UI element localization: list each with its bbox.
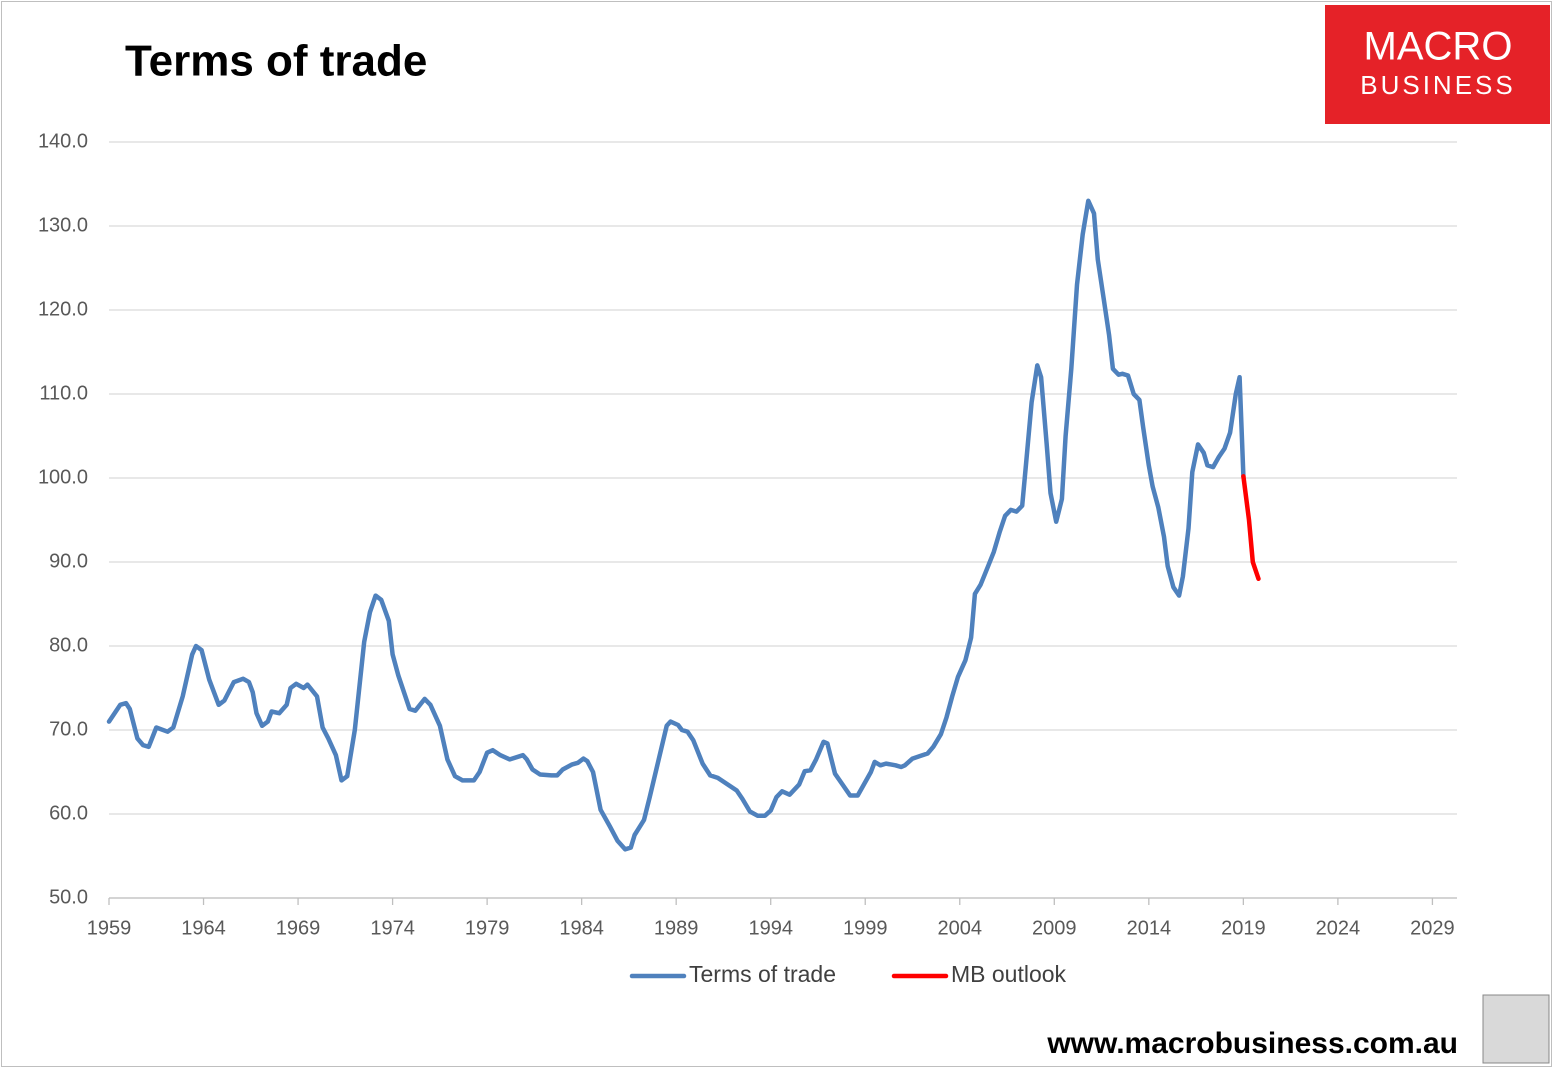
chart-title: Terms of trade	[125, 37, 427, 86]
logo-text: BUSINESS	[1360, 70, 1516, 100]
legend-label: Terms of trade	[689, 961, 836, 987]
x-tick-label: 1974	[370, 917, 415, 939]
x-tick-label: 2009	[1032, 917, 1077, 939]
plot: 50.0 60.0 70.0 80.0 90.0 100.0 110.0 120.0 130.0…	[38, 130, 1457, 987]
y-tick-label: 90.0	[49, 550, 88, 572]
logo-text: MACRO	[1364, 25, 1513, 69]
x-tick-label: 1984	[559, 917, 604, 939]
y-tick-label: 80.0	[49, 634, 88, 656]
y-tick-label: 120.0	[38, 298, 88, 320]
x-tick-label: 1959	[87, 917, 132, 939]
logo-box	[1325, 5, 1550, 124]
y-tick-label: 50.0	[49, 886, 88, 908]
y-tick-label: 130.0	[38, 214, 88, 236]
y-tick-label: 100.0	[38, 466, 88, 488]
x-tick-label: 1989	[654, 917, 699, 939]
y-tick-label: 110.0	[39, 382, 88, 404]
x-tick-label: 1969	[276, 917, 321, 939]
x-tick-label: 1994	[748, 917, 793, 939]
x-tick-label: 1999	[843, 917, 888, 939]
logo-icon	[1482, 994, 1550, 1064]
x-tick-label: 1964	[181, 917, 226, 939]
y-tick-label: 60.0	[49, 802, 88, 824]
x-tick-label: 2019	[1221, 917, 1266, 939]
x-tick-label: 2024	[1316, 917, 1361, 939]
line	[1241, 474, 1261, 582]
x-tick-label: 2029	[1410, 917, 1455, 939]
source: www.macrobusiness.com.au	[1046, 1027, 1458, 1060]
x-tick-label: 1979	[465, 917, 510, 939]
legend-label: MB outlook	[951, 961, 1067, 987]
y-tick-label: 70.0	[49, 718, 88, 740]
x-tick-label: 2014	[1127, 917, 1172, 939]
y-tick-label: 140.0	[38, 130, 88, 152]
line	[106, 198, 1246, 852]
x-tick-label: 2004	[938, 917, 983, 939]
